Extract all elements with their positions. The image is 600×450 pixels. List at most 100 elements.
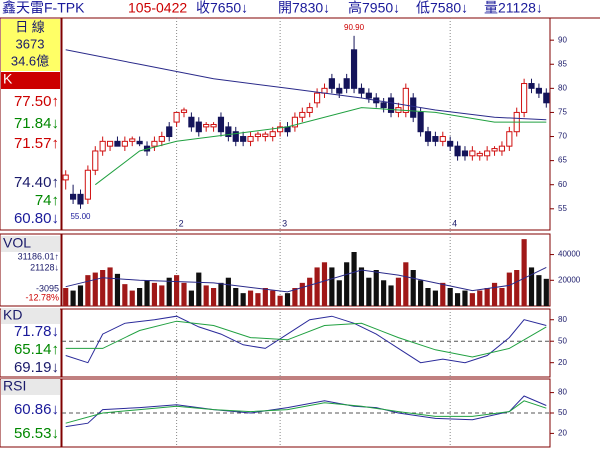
volume-bar <box>151 282 158 306</box>
volume-bar <box>462 290 468 306</box>
candle-body <box>410 97 417 118</box>
volume-bar <box>159 285 165 306</box>
y-tick-label: 65 <box>558 156 567 165</box>
volume-bar <box>410 270 416 306</box>
quote: 低7580↓ <box>416 0 468 16</box>
candle-body <box>469 150 476 157</box>
candle-body <box>240 136 247 142</box>
candle-body <box>476 152 483 157</box>
candle-body <box>543 92 550 104</box>
volume-bar <box>174 275 180 306</box>
candle-body <box>365 92 372 99</box>
candle-body <box>299 111 306 118</box>
y-tick-label: 85 <box>558 59 567 68</box>
candle-body <box>62 174 69 181</box>
volume-bar <box>63 288 69 306</box>
candle-body <box>447 140 454 147</box>
candle-body <box>350 49 358 89</box>
volume-bar <box>307 277 313 306</box>
indicator-value: 71.78↓ <box>14 323 59 340</box>
volume-bar <box>381 280 387 306</box>
volume-bar <box>329 267 335 306</box>
indicator-line <box>94 107 547 186</box>
y-tick-label: 20 <box>558 358 567 367</box>
y-tick-label: 40000 <box>558 250 581 259</box>
volume-bar <box>270 290 276 306</box>
indicator-value: 77.50↑ <box>14 93 59 110</box>
volume-bar <box>144 280 150 306</box>
volume-bar <box>122 284 128 306</box>
quote: 收7650↓ <box>196 0 248 16</box>
volume-bar <box>137 288 143 306</box>
volume-bar <box>92 272 98 306</box>
quote: 高7950↓ <box>348 0 400 16</box>
candle-body <box>461 150 469 157</box>
indicator-label: VOL <box>3 235 31 251</box>
candle-body <box>151 140 158 147</box>
indicator-value: 56.53↓ <box>14 425 59 442</box>
volume-bar <box>373 270 379 306</box>
y-tick-label: 80 <box>558 388 567 397</box>
price-annotation: 90.90 <box>344 23 365 32</box>
volume-bar <box>218 282 224 306</box>
k-label-box <box>1 72 60 89</box>
indicator-value: 31186.01↑ <box>18 251 59 261</box>
candle-body <box>336 87 343 94</box>
quote: 量21128↓ <box>484 0 543 16</box>
volume-bar <box>181 282 187 306</box>
candle-body <box>180 109 188 113</box>
indicator-line <box>65 315 547 364</box>
volume-bar <box>188 290 194 306</box>
candle-body <box>328 78 335 89</box>
candle-body <box>358 87 365 94</box>
y-tick-label: 50 <box>558 336 567 345</box>
volume-bar <box>196 272 202 306</box>
volume-bar <box>129 290 135 306</box>
candle-body <box>203 123 210 128</box>
volume-bar <box>366 277 372 306</box>
candle-body <box>424 131 432 142</box>
indicator-value: 60.80↓ <box>14 210 59 227</box>
candle-body <box>247 136 254 142</box>
volume-bar <box>521 239 527 306</box>
volume-bar <box>418 280 424 306</box>
volume-bar <box>262 288 268 306</box>
indicator-line <box>65 395 547 428</box>
volume-bar <box>506 272 512 306</box>
volume-bar <box>203 285 209 306</box>
candle-body <box>277 126 284 133</box>
candle-body <box>491 148 498 152</box>
y-tick-label: 50 <box>558 408 567 417</box>
volume-bar <box>344 262 350 306</box>
volume-bar <box>403 262 409 306</box>
candle-body <box>484 150 491 157</box>
volume-bar <box>358 267 365 306</box>
volume-bar <box>432 290 438 306</box>
candle-body <box>173 111 180 123</box>
volume-bar <box>100 270 106 306</box>
candle-body <box>225 126 232 138</box>
candle-body <box>343 78 350 89</box>
candle-body <box>114 140 121 147</box>
indicator-label-box <box>1 236 60 252</box>
x-tick-label: 2 <box>179 218 184 228</box>
indicator-label: RSI <box>3 378 26 394</box>
indicator-value: 21128↓ <box>30 262 59 272</box>
candle-body <box>84 169 91 200</box>
y-tick-label: 20 <box>558 429 567 438</box>
indicator-line <box>65 320 547 358</box>
volume-bar <box>499 288 505 306</box>
x-tick-label: 3 <box>282 218 287 228</box>
candle-body <box>521 83 528 113</box>
volume-bar <box>299 282 305 306</box>
quote: 開7830↓ <box>278 0 330 16</box>
candle-body <box>92 150 99 171</box>
volume-bar <box>225 277 231 306</box>
candle-body <box>217 116 225 133</box>
indicator-value: 71.57↑ <box>14 135 59 152</box>
volume-bar <box>210 288 217 306</box>
volume-bar <box>70 290 76 306</box>
volume-bar <box>491 282 498 306</box>
stock-title: 鑫天雷F-TPK <box>2 0 85 16</box>
